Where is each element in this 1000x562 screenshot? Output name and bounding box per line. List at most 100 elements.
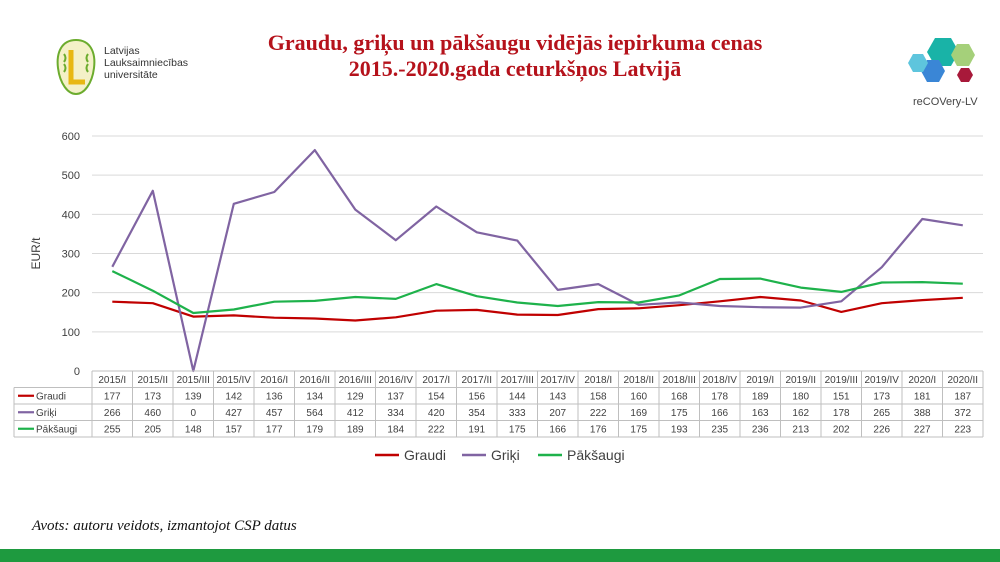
table-series-name: Graudi <box>36 392 66 403</box>
table-value: 427 <box>225 408 242 419</box>
table-value: 227 <box>914 425 931 436</box>
y-tick-label: 600 <box>62 131 80 143</box>
table-value: 175 <box>630 425 647 436</box>
table-value: 168 <box>671 392 688 403</box>
table-value: 255 <box>104 425 121 436</box>
table-value: 143 <box>549 392 566 403</box>
table-value: 202 <box>833 425 850 436</box>
table-value: 180 <box>792 392 809 403</box>
x-tick-label: 2015/III <box>177 375 210 386</box>
title-line-1: Graudu, griķu un pākšaugu vidējās iepirk… <box>267 30 763 55</box>
x-tick-label: 2018/II <box>623 375 654 386</box>
table-value: 154 <box>428 392 445 403</box>
x-tick-label: 2019/II <box>785 375 816 386</box>
table-value: 0 <box>190 408 196 419</box>
table-value: 177 <box>266 425 283 436</box>
table-value: 189 <box>752 392 769 403</box>
x-tick-label: 2020/I <box>908 375 936 386</box>
x-tick-label: 2017/III <box>501 375 534 386</box>
table-value: 163 <box>752 408 769 419</box>
table-value: 236 <box>752 425 769 436</box>
university-logo: Latvijas Lauksaimniecības universitāte <box>52 38 222 96</box>
table-value: 213 <box>792 425 809 436</box>
table-value: 144 <box>509 392 526 403</box>
y-tick-label: 0 <box>74 366 80 378</box>
x-tick-label: 2015/II <box>137 375 168 386</box>
legend-label: Pākšaugi <box>567 447 625 463</box>
y-tick-label: 200 <box>62 288 80 300</box>
table-value: 162 <box>792 408 809 419</box>
x-tick-label: 2015/I <box>98 375 126 386</box>
x-tick-label: 2018/I <box>584 375 612 386</box>
table-value: 151 <box>833 392 850 403</box>
table-value: 457 <box>266 408 283 419</box>
table-value: 176 <box>590 425 607 436</box>
y-tick-label: 500 <box>62 170 80 182</box>
table-value: 334 <box>387 408 404 419</box>
table-value: 160 <box>630 392 647 403</box>
x-tick-label: 2018/IV <box>703 375 738 386</box>
table-value: 420 <box>428 408 445 419</box>
table-value: 181 <box>914 392 931 403</box>
table-series-name: Griķi <box>36 408 57 419</box>
x-tick-label: 2016/III <box>339 375 372 386</box>
table-value: 134 <box>306 392 323 403</box>
table-value: 187 <box>954 392 971 403</box>
x-tick-label: 2016/IV <box>379 375 414 386</box>
table-value: 169 <box>630 408 647 419</box>
x-tick-label: 2015/IV <box>217 375 252 386</box>
table-value: 173 <box>144 392 161 403</box>
table-value: 173 <box>873 392 890 403</box>
table-value: 354 <box>468 408 485 419</box>
table-value: 235 <box>711 425 728 436</box>
table-value: 177 <box>104 392 121 403</box>
y-tick-label: 400 <box>62 209 80 221</box>
table-value: 222 <box>590 408 607 419</box>
table-value: 189 <box>347 425 364 436</box>
table-value: 372 <box>954 408 971 419</box>
y-tick-label: 300 <box>62 249 80 261</box>
y-tick-label: 100 <box>62 327 80 339</box>
table-value: 158 <box>590 392 607 403</box>
x-tick-label: 2016/I <box>260 375 288 386</box>
table-value: 136 <box>266 392 283 403</box>
table-series-name: Pākšaugi <box>36 425 77 436</box>
table-value: 179 <box>306 425 323 436</box>
table-value: 564 <box>306 408 323 419</box>
bottom-bar <box>0 549 1000 562</box>
table-value: 157 <box>225 425 242 436</box>
table-value: 193 <box>671 425 688 436</box>
table-value: 166 <box>711 408 728 419</box>
wheat-l-logo-icon <box>56 38 96 96</box>
series-line-2 <box>111 149 963 373</box>
x-tick-label: 2017/I <box>422 375 450 386</box>
legend-label: Graudi <box>404 447 446 463</box>
slide-title: Graudu, griķu un pākšaugu vidējās iepirk… <box>205 30 825 82</box>
table-value: 175 <box>671 408 688 419</box>
table-value: 205 <box>144 425 161 436</box>
table-value: 142 <box>225 392 242 403</box>
table-value: 333 <box>509 408 526 419</box>
table-value: 139 <box>185 392 202 403</box>
table-value: 175 <box>509 425 526 436</box>
series-line-1 <box>112 295 963 322</box>
table-value: 178 <box>833 408 850 419</box>
table-value: 166 <box>549 425 566 436</box>
table-value: 148 <box>185 425 202 436</box>
table-value: 207 <box>549 408 566 419</box>
x-tick-label: 2019/I <box>746 375 774 386</box>
price-line-chart: EUR/t 0 100 200 300 400 500 600 2015/I 2015/II 201… <box>13 131 984 463</box>
title-line-2: 2015.-2020.gada ceturkšņos Latvijā <box>348 56 682 81</box>
x-tick-label: 2016/II <box>299 375 330 386</box>
table-value: 265 <box>873 408 890 419</box>
source-note: Avots: autoru veidots, izmantojot CSP da… <box>32 518 297 534</box>
x-tick-label: 2018/III <box>663 375 696 386</box>
table-value: 266 <box>104 408 121 419</box>
y-axis-label: EUR/t <box>29 237 43 270</box>
table-value: 412 <box>347 408 364 419</box>
table-value: 129 <box>347 392 364 403</box>
hexagon-cluster-icon <box>908 38 975 82</box>
x-tick-label: 2017/IV <box>541 375 576 386</box>
table-value: 184 <box>387 425 404 436</box>
table-value: 191 <box>468 425 485 436</box>
